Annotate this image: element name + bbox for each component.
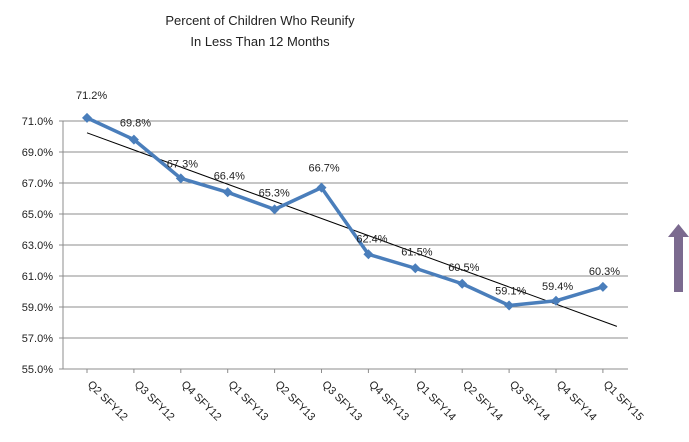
series-polyline [86, 116, 604, 308]
x-tick-label: Q3 SFY13 [319, 379, 364, 424]
data-labels: 71.2% 69.8% 67.3% 66.4% 65.3% 66.7% 62.4% 61.5%… [76, 90, 620, 298]
data-label: 66.7% [309, 163, 340, 175]
up-arrow-icon [668, 224, 689, 292]
x-axis-ticks: Q2 SFY12 Q3 SFY12 Q4 SFY12 Q1 SFY13 Q2 SFY13… [85, 369, 646, 423]
x-tick-label: Q2 SFY14 [460, 379, 505, 424]
chart-title-line-1: Percent of Children Who Reunify [165, 13, 355, 28]
x-tick-label: Q1 SFY14 [413, 379, 458, 424]
data-label: 61.5% [401, 246, 432, 258]
data-label: 66.4% [214, 170, 245, 182]
x-tick-label: Q1 SFY15 [601, 379, 646, 424]
data-point [410, 263, 421, 274]
data-label: 65.3% [259, 187, 290, 199]
x-tick-label: Q3 SFY14 [507, 379, 552, 424]
data-point [504, 300, 515, 311]
x-tick-label: Q3 SFY12 [132, 379, 177, 424]
data-label: 69.8% [120, 118, 151, 130]
y-tick-label: 67.0% [22, 178, 53, 190]
data-label: 67.3% [167, 158, 198, 170]
gridlines [59, 120, 628, 370]
y-axis-ticks: 55.0% 57.0% 59.0% 61.0% 63.0% 65.0% 67.0% 69.0%… [22, 116, 53, 376]
data-label: 62.4% [356, 233, 387, 245]
data-point [175, 173, 186, 184]
data-label: 59.4% [542, 281, 573, 293]
x-tick-label: Q4 SFY12 [179, 379, 224, 424]
data-label: 60.3% [589, 266, 620, 278]
data-point [269, 204, 280, 215]
chart-title-line-2: In Less Than 12 Months [190, 34, 330, 49]
x-tick-label: Q2 SFY12 [85, 379, 130, 424]
x-tick-label: Q4 SFY13 [366, 379, 411, 424]
data-point [82, 112, 92, 123]
data-point [457, 278, 468, 289]
data-label: 60.5% [448, 262, 479, 274]
y-tick-label: 59.0% [22, 302, 53, 314]
y-tick-label: 71.0% [22, 116, 53, 128]
y-tick-label: 69.0% [22, 147, 53, 159]
data-label: 71.2% [76, 90, 107, 102]
x-tick-label: Q4 SFY14 [554, 379, 599, 424]
y-tick-label: 55.0% [22, 364, 53, 376]
data-point [316, 182, 327, 193]
x-tick-label: Q2 SFY13 [272, 379, 317, 424]
data-point [363, 249, 374, 260]
y-tick-label: 65.0% [22, 209, 53, 221]
y-tick-label: 63.0% [22, 240, 53, 252]
series-line [82, 112, 608, 311]
data-point [597, 281, 608, 292]
data-point [128, 134, 139, 145]
data-point [551, 295, 561, 306]
x-tick-label: Q1 SFY13 [226, 379, 271, 424]
data-point [222, 187, 233, 198]
y-tick-label: 57.0% [22, 333, 53, 345]
y-tick-label: 61.0% [22, 271, 53, 283]
data-label: 59.1% [495, 285, 526, 297]
axes [62, 121, 628, 370]
